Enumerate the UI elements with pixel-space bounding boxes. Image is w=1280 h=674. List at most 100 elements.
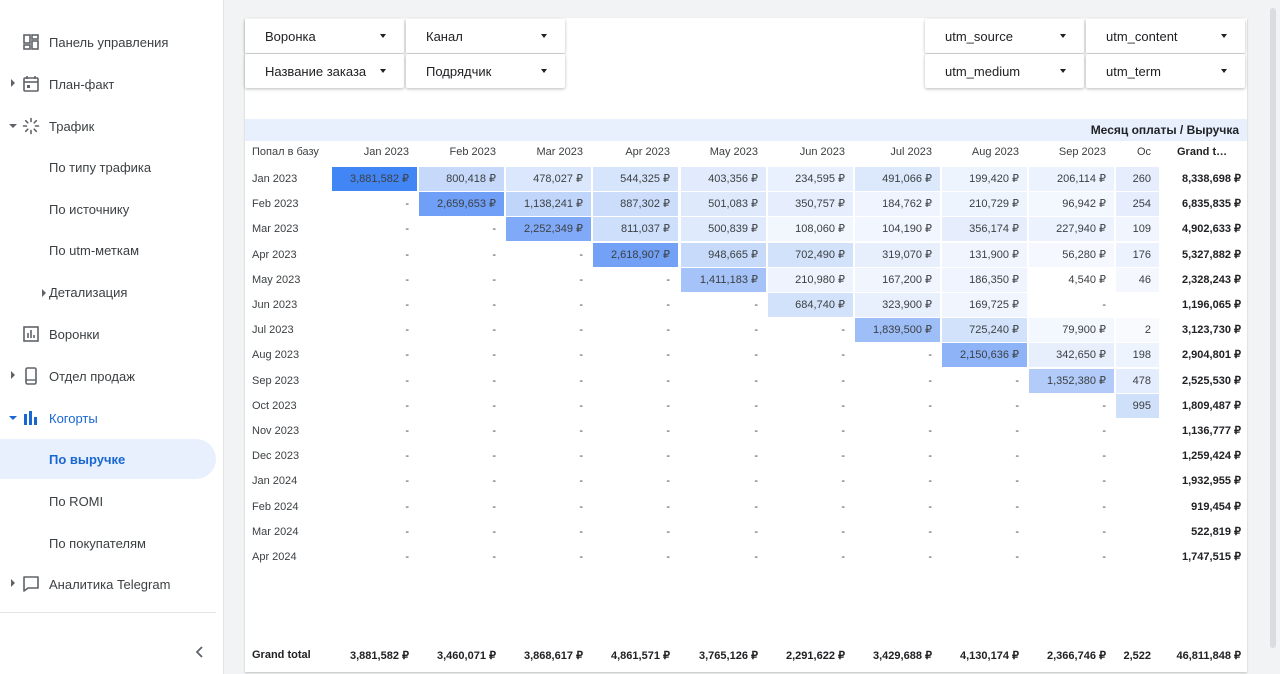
calendar-icon xyxy=(23,76,39,92)
caret-right-icon[interactable] xyxy=(11,371,15,379)
column-header[interactable]: Feb 2023 xyxy=(449,146,496,158)
table-cell: 1,839,500 ₽ xyxy=(855,318,940,343)
sidebar-item-by-romi[interactable]: По ROMI xyxy=(0,481,216,521)
caret-right-icon[interactable] xyxy=(11,79,15,87)
caret-down-icon xyxy=(541,34,547,38)
table-cell: 323,900 ₽ xyxy=(855,293,940,317)
table-cell: - xyxy=(492,299,496,311)
table-cell: 491,066 ₽ xyxy=(855,167,940,191)
table-cell: - xyxy=(405,299,409,311)
sidebar-item-traffic-type[interactable]: По типу трафика xyxy=(0,147,216,187)
traffic-icon xyxy=(22,117,40,135)
column-header[interactable]: Apr 2023 xyxy=(625,146,670,158)
column-header[interactable]: Mar 2023 xyxy=(536,146,583,158)
sidebar-item-cohorts[interactable]: Когорты xyxy=(0,398,216,438)
sidebar-item-telegram[interactable]: Аналитика Telegram xyxy=(0,564,216,604)
chat-icon xyxy=(23,576,39,592)
utm-term-dropdown[interactable]: utm_term xyxy=(1086,54,1245,88)
column-header[interactable]: Jul 2023 xyxy=(890,146,932,158)
table-cell xyxy=(1116,293,1159,317)
column-header[interactable]: Jan 2023 xyxy=(363,146,409,158)
column-header[interactable]: May 2023 xyxy=(709,146,758,158)
table-cell: - xyxy=(1015,551,1019,563)
sidebar-item-plan-fact[interactable]: План-факт xyxy=(0,64,216,104)
sidebar-item-label: По типу трафика xyxy=(49,159,152,175)
table-cell: 702,490 ₽ xyxy=(768,242,853,267)
caret-down-icon[interactable] xyxy=(9,124,17,128)
column-header[interactable]: Aug 2023 xyxy=(971,146,1019,158)
table-cell xyxy=(1116,444,1159,468)
table-cell: - xyxy=(492,349,496,362)
table-cell: 79,900 ₽ xyxy=(1029,318,1114,343)
table-cell: - xyxy=(579,500,583,513)
sidebar-item-source[interactable]: По источнику xyxy=(0,189,216,229)
funnel-dropdown[interactable]: Воронка xyxy=(245,19,404,53)
table-cell: - xyxy=(492,525,496,538)
table-cell: - xyxy=(666,273,670,286)
sidebar-item-sales[interactable]: Отдел продаж xyxy=(0,356,216,396)
table-cell: 342,650 ₽ xyxy=(1029,343,1114,368)
column-grand-total: 3,881,582 ₽ xyxy=(350,650,409,662)
column-header[interactable]: Sep 2023 xyxy=(1058,146,1106,158)
table-cell: - xyxy=(666,551,670,563)
sidebar-item-by-revenue[interactable]: По выручке xyxy=(0,439,216,479)
sidebar-item-label: По источнику xyxy=(49,201,130,217)
table-title: Месяц оплаты / Выручка xyxy=(245,119,1247,141)
table-cell xyxy=(1116,495,1159,519)
table-cell: 234,595 ₽ xyxy=(768,167,853,191)
table-cell: - xyxy=(754,299,758,311)
table-cell: - xyxy=(666,500,670,513)
caret-down-icon[interactable] xyxy=(9,416,17,420)
page-scrollbar[interactable] xyxy=(1266,0,1280,674)
sidebar-item-traffic[interactable]: Трафик xyxy=(0,106,216,146)
utm-content-dropdown[interactable]: utm_content xyxy=(1086,19,1245,53)
table-cell: 403,356 ₽ xyxy=(681,167,766,191)
contractor-dropdown[interactable]: Подрядчик xyxy=(406,54,565,88)
grand-total-label: Grand total xyxy=(252,649,311,661)
table-cell: - xyxy=(754,450,758,463)
caret-right-icon[interactable] xyxy=(11,579,15,587)
table-cell: - xyxy=(841,349,845,362)
table-cell: - xyxy=(579,273,583,286)
table-cell: - xyxy=(928,475,932,488)
column-grand-total: 3,460,071 ₽ xyxy=(437,650,496,662)
table-cell: - xyxy=(666,349,670,362)
sidebar-item-utm[interactable]: По utm-меткам xyxy=(0,230,216,270)
table-cell: - xyxy=(405,273,409,286)
order-name-dropdown[interactable]: Название заказа xyxy=(245,54,404,88)
sidebar-item-funnels[interactable]: Воронки xyxy=(0,314,216,354)
table-cell: - xyxy=(492,551,496,563)
table-cell: - xyxy=(579,475,583,488)
dropdown-label: Подрядчик xyxy=(426,63,492,79)
table-cell: - xyxy=(666,475,670,488)
channel-dropdown[interactable]: Канал xyxy=(406,19,565,53)
sidebar-item-label: План-факт xyxy=(49,76,115,92)
column-header[interactable]: Oc xyxy=(1136,146,1151,158)
utm-medium-dropdown[interactable]: utm_medium xyxy=(925,54,1084,88)
sidebar-item-dashboard[interactable]: Панель управления xyxy=(0,22,216,62)
table-cell: - xyxy=(841,324,845,337)
caret-right-icon[interactable] xyxy=(42,289,46,297)
table-cell: - xyxy=(928,349,932,362)
dropdown-label: utm_source xyxy=(945,28,1013,44)
table-cell: - xyxy=(666,374,670,387)
row-label: Jun 2023 xyxy=(252,299,298,311)
utm-source-dropdown[interactable]: utm_source xyxy=(925,19,1084,53)
grand-total-header[interactable]: Grand t… xyxy=(1177,146,1228,158)
scrollbar-thumb[interactable] xyxy=(1270,8,1276,648)
table-cell: 260 xyxy=(1116,167,1159,191)
table-cell: - xyxy=(666,299,670,311)
column-header[interactable]: Jun 2023 xyxy=(799,146,845,158)
row-header[interactable]: Попал в базу xyxy=(252,146,319,158)
table-cell: - xyxy=(754,374,758,387)
table-cell: - xyxy=(928,399,932,412)
phone-icon xyxy=(25,367,37,385)
collapse-sidebar-button[interactable] xyxy=(188,640,212,664)
sidebar-item-details[interactable]: Детализация xyxy=(0,272,216,312)
table-cell: - xyxy=(1015,374,1019,387)
table-cell: 356,174 ₽ xyxy=(942,217,1027,242)
table-cell: 500,839 ₽ xyxy=(681,217,766,242)
table-cell: - xyxy=(405,374,409,387)
sidebar-item-by-buyers[interactable]: По покупателям xyxy=(0,523,216,563)
row-label: Feb 2023 xyxy=(252,198,299,211)
